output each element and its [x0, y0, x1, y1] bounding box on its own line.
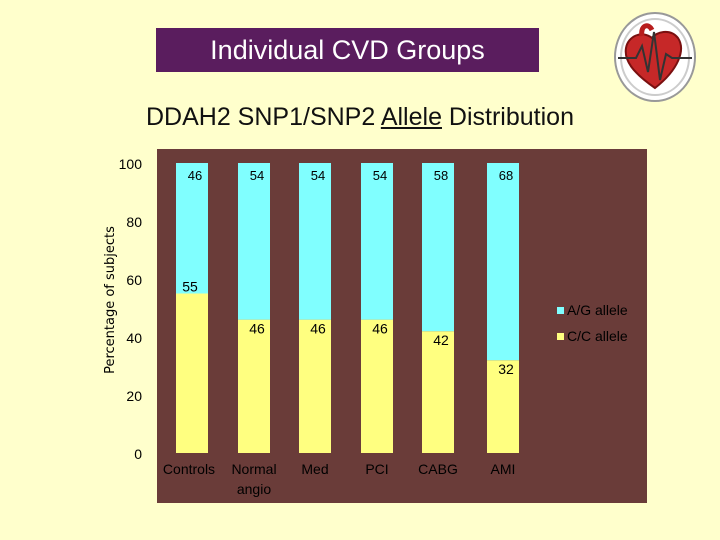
data-label-cc: 32 — [498, 361, 514, 377]
chart-subtitle: DDAH2 SNP1/SNP2 Allele Distribution — [0, 103, 720, 132]
bar-ag-allele — [422, 163, 454, 332]
data-label-cc: 46 — [249, 321, 265, 337]
heart-ecg-icon — [614, 12, 696, 102]
page-title: Individual CVD Groups — [210, 34, 485, 65]
bar-cc-allele — [299, 319, 331, 453]
bar-ag-allele — [487, 163, 519, 361]
data-label-ag: 54 — [250, 168, 264, 183]
data-label-cc: 42 — [433, 332, 449, 348]
x-tick-label: angio — [237, 481, 271, 497]
data-label-cc: 55 — [182, 279, 198, 295]
x-tick-label: Med — [301, 461, 328, 477]
bar-cc-allele — [422, 331, 454, 453]
title-banner: Individual CVD Groups — [156, 28, 539, 72]
bar-ag-allele — [238, 163, 270, 320]
data-label-ag: 58 — [434, 168, 448, 183]
bar-ag-allele — [299, 163, 331, 320]
bar-cc-allele — [238, 319, 270, 453]
bar-cc-allele — [176, 293, 208, 453]
x-tick-label: Normal — [231, 461, 276, 477]
data-label-ag: 46 — [188, 168, 202, 183]
subtitle-post: Distribution — [441, 103, 574, 131]
y-axis-label: Percentage of subjects — [103, 226, 118, 374]
y-tick-label: 60 — [126, 272, 142, 288]
data-label-cc: 46 — [310, 321, 326, 337]
x-tick-label: Controls — [163, 461, 215, 477]
x-tick-label: CABG — [418, 461, 458, 477]
bar-ag-allele — [361, 163, 393, 320]
data-label-ag: 54 — [311, 168, 325, 183]
plot-area — [157, 149, 647, 503]
subtitle-pre: DDAH2 SNP1/SNP2 — [146, 103, 381, 131]
y-tick-label: 80 — [126, 214, 142, 230]
legend-swatch — [557, 333, 564, 340]
bar-cc-allele — [487, 360, 519, 453]
y-tick-label: 100 — [119, 156, 143, 172]
legend-swatch — [557, 307, 564, 314]
x-tick-label: PCI — [365, 461, 388, 477]
data-label-ag: 54 — [373, 168, 387, 183]
bar-cc-allele — [361, 319, 393, 453]
y-tick-label: 20 — [126, 388, 142, 404]
x-tick-label: AMI — [491, 461, 516, 477]
y-tick-label: 40 — [126, 330, 142, 346]
bar-ag-allele — [176, 163, 208, 294]
legend-label: A/G allele — [567, 302, 628, 318]
data-label-cc: 46 — [372, 321, 388, 337]
subtitle-underlined: Allele — [380, 103, 442, 131]
data-label-ag: 68 — [499, 168, 513, 183]
y-tick-label: 0 — [134, 446, 142, 462]
legend-label: C/C allele — [567, 328, 628, 344]
